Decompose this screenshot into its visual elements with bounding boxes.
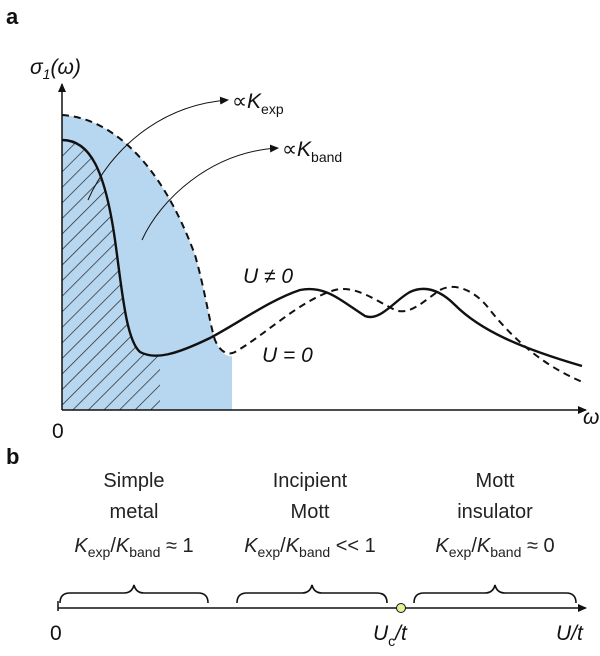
critical-point-marker (396, 603, 406, 613)
regime-2-line1: Incipient (273, 470, 348, 492)
regime-3-ratio: Kexp/Kband ≈ 0 (435, 535, 554, 560)
regime-3-line1: Mott (476, 470, 515, 492)
panel-a-tag: a (6, 4, 19, 29)
regime-2-line2: Mott (291, 501, 330, 523)
panel-b-tag: b (6, 444, 19, 469)
label-u-zero: U = 0 (262, 344, 313, 367)
curve-u-zero (61, 114, 586, 384)
y-axis-label: σ1(ω) (30, 56, 81, 82)
regime-3-line2: insulator (457, 501, 533, 523)
hatched-region-kband (62, 140, 160, 410)
x-axis-label: ω (583, 406, 599, 429)
u-axis-end-label: U/t (556, 622, 584, 645)
origin-label: 0 (52, 420, 64, 443)
regime-1-line2: metal (110, 501, 159, 523)
brace-mott-insulator (413, 584, 577, 604)
brace-simple-metal (59, 584, 209, 604)
annotation-arrow-kband (141, 144, 279, 241)
annotation-kexp: ∝Kexp (232, 90, 284, 117)
label-u-nonzero: U ≠ 0 (243, 265, 293, 288)
annotation-arrow-kexp (87, 96, 229, 201)
annotation-kband: ∝Kband (282, 138, 342, 165)
regime-2-ratio: Kexp/Kband << 1 (244, 535, 376, 560)
brace-incipient-mott (236, 584, 388, 604)
regime-1-line1: Simple (103, 470, 164, 492)
curve-u-nonzero (61, 138, 583, 368)
u-axis-zero-label: 0 (50, 622, 62, 645)
uc-label: Uc/t (373, 622, 408, 649)
regime-1-ratio: Kexp/Kband ≈ 1 (74, 535, 193, 560)
